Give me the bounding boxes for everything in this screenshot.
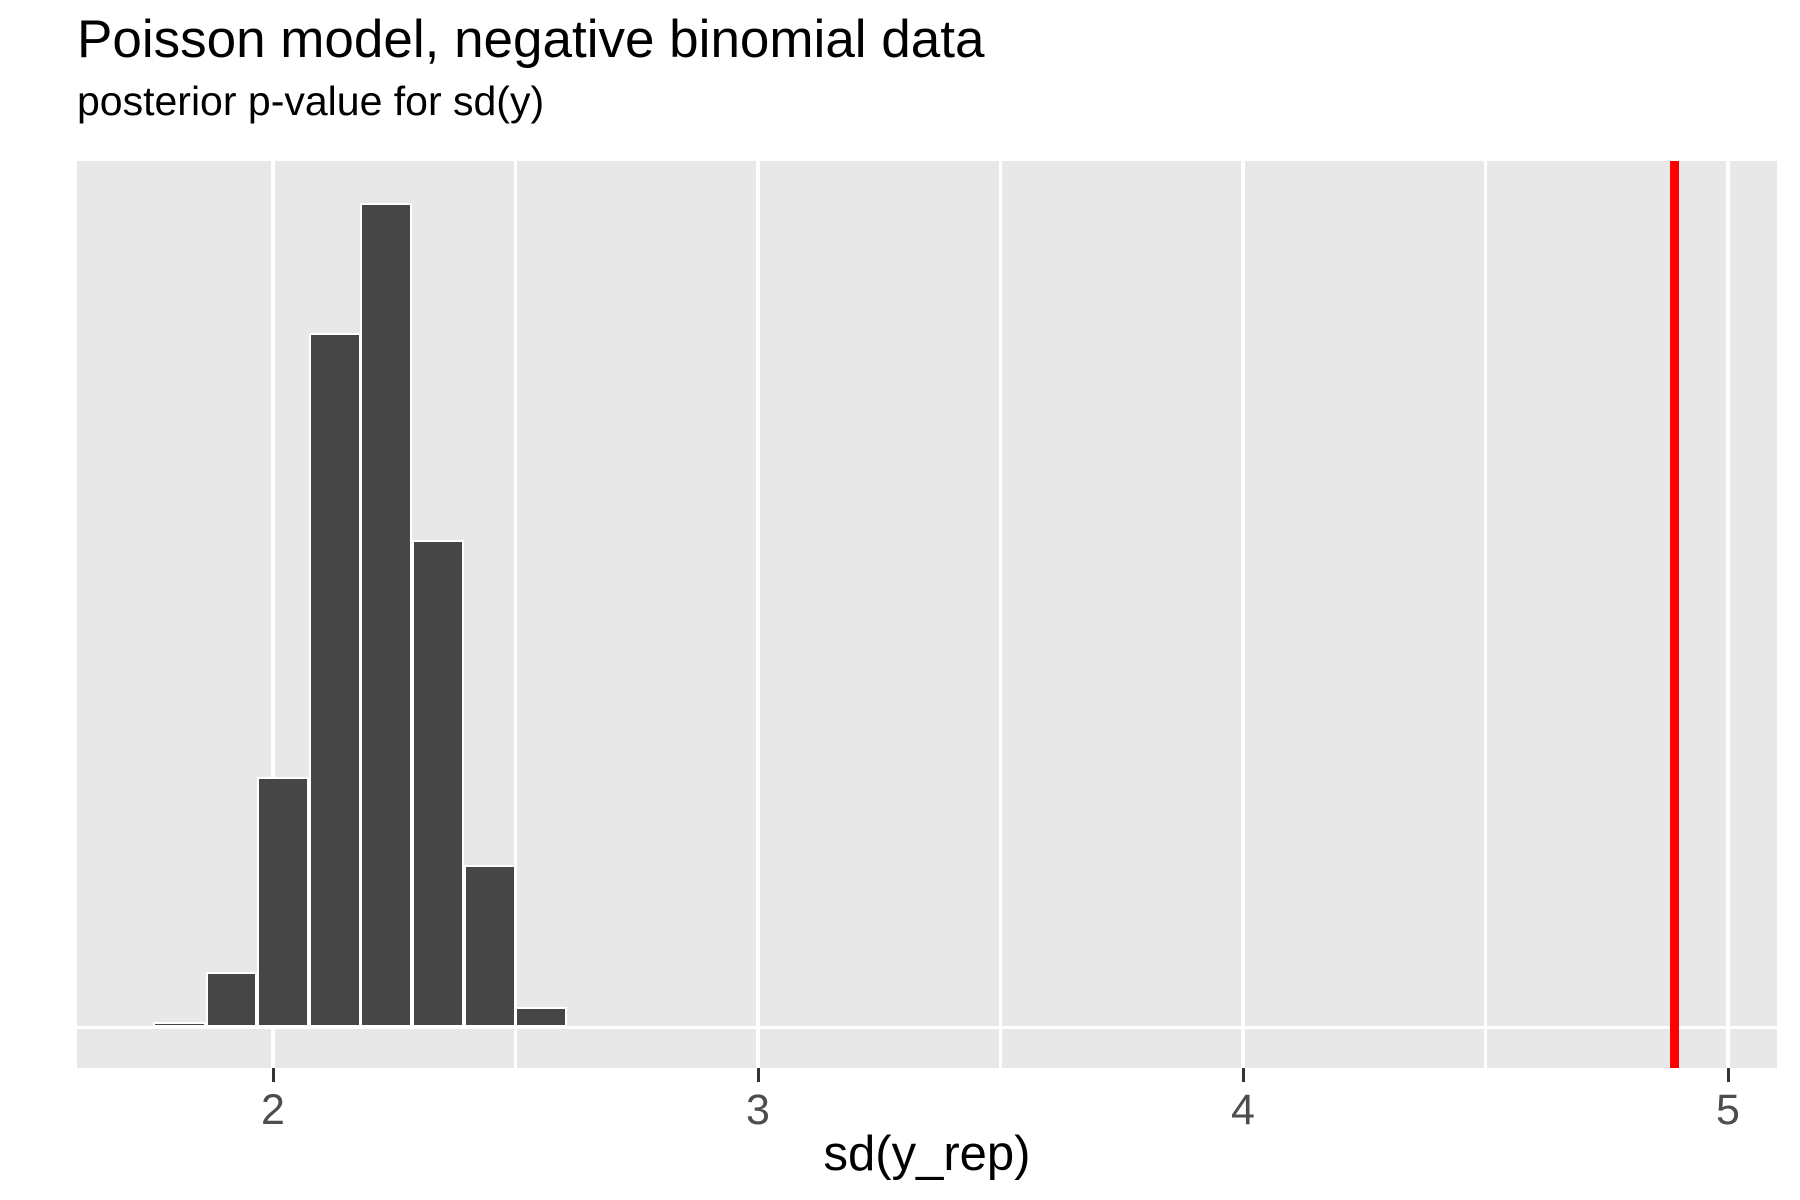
x-tick-mark <box>756 1068 760 1082</box>
x-axis-title: sd(y_rep) <box>823 1127 1031 1181</box>
plot-title: Poisson model, negative binomial data <box>77 10 985 69</box>
histogram-bar <box>206 972 257 1027</box>
histogram-bar <box>412 540 464 1027</box>
zero-gridline <box>77 1026 1777 1029</box>
histogram-bar <box>360 203 412 1027</box>
histogram-bar <box>309 333 361 1027</box>
histogram-bar <box>515 1007 567 1027</box>
histogram-bar <box>153 1022 206 1027</box>
major-gridline <box>271 161 275 1068</box>
plot-subtitle: posterior p-value for sd(y) <box>77 78 545 124</box>
major-gridline <box>756 161 760 1068</box>
minor-gridline <box>1484 161 1487 1068</box>
minor-gridline <box>514 161 517 1068</box>
major-gridline <box>1726 161 1730 1068</box>
x-tick-mark <box>1241 1068 1245 1082</box>
histogram-bar <box>464 865 516 1027</box>
major-gridline <box>1241 161 1245 1068</box>
x-tick-mark <box>1726 1068 1730 1082</box>
histogram-bar <box>257 777 309 1027</box>
plot-panel <box>77 161 1777 1068</box>
observed-stat-line <box>1670 161 1680 1068</box>
minor-gridline <box>999 161 1002 1068</box>
x-tick-mark <box>271 1068 275 1082</box>
